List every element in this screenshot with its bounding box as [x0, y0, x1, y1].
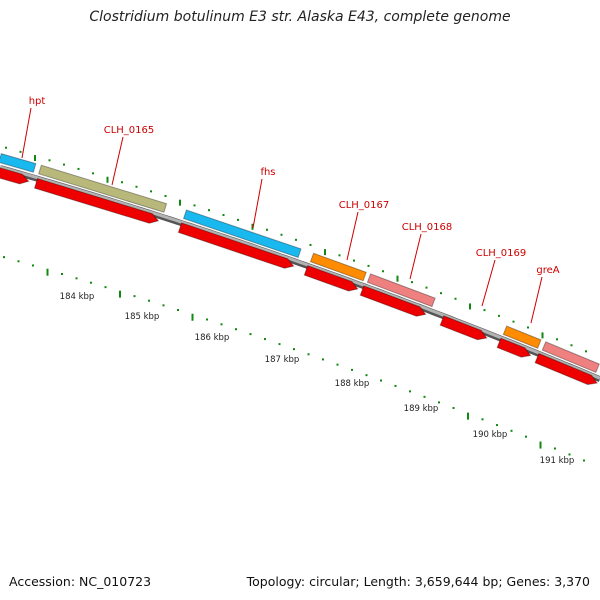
gene-label: CLH_0167: [339, 200, 390, 211]
scale-label: 184 kbp: [60, 292, 95, 302]
feature-bar-6: [541, 341, 600, 374]
feature-bar-4: [366, 273, 436, 308]
feature-bar-1: [38, 164, 168, 213]
scale-label: 189 kbp: [404, 404, 439, 414]
scale-label: 191 kbp: [540, 456, 575, 466]
gene-label: CLH_0165: [104, 125, 155, 136]
scale-label: 190 kbp: [473, 430, 508, 440]
cds-arrow-6: [496, 337, 532, 358]
topology-text: Topology: circular; Length: 3,659,644 bp…: [246, 574, 590, 589]
scale-label: 188 kbp: [335, 379, 370, 389]
cds-arrow-3: [303, 265, 359, 292]
label-leader-line: [409, 233, 422, 280]
label-leader-line: [252, 178, 263, 229]
scale-label: 187 kbp: [265, 355, 300, 365]
gene-label: greA: [536, 265, 559, 276]
gene-label: CLH_0168: [402, 222, 453, 233]
label-leader-line: [346, 211, 359, 261]
cds-arrow-4: [359, 285, 427, 317]
feature-bar-5: [502, 325, 542, 349]
feature-bar-0: [0, 153, 37, 173]
genome-backbone: [0, 165, 600, 380]
gene-label: CLH_0169: [476, 248, 527, 259]
cds-arrow-2: [177, 222, 295, 269]
cds-arrow-7: [534, 352, 598, 386]
label-leader-line: [111, 136, 124, 186]
scale-label: 186 kbp: [195, 333, 230, 343]
cds-arrow-5: [439, 315, 488, 341]
gene-label: fhs: [260, 167, 275, 178]
label-leader-line: [530, 276, 543, 324]
feature-bar-2: [182, 209, 302, 259]
scale-label: 185 kbp: [125, 312, 160, 322]
feature-bar-3: [309, 252, 367, 282]
label-leader-line: [21, 107, 32, 159]
accession-text: Accession: NC_010723: [9, 574, 152, 589]
label-leader-line: [481, 259, 496, 307]
cds-arrow-1: [33, 177, 160, 224]
cds-arrow-0: [0, 166, 30, 185]
gene-label: hpt: [29, 96, 46, 107]
map-title: Clostridium botulinum E3 str. Alaska E43…: [89, 9, 511, 25]
